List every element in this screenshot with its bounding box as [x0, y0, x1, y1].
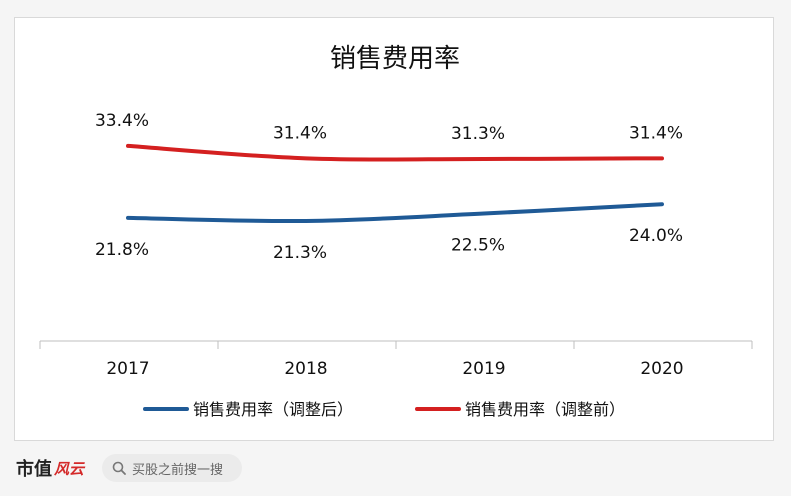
data-label-s0-2020: 24.0%: [629, 226, 683, 246]
line-chart: 销售费用率 2017 2018 2019 2020 21.8% 21.3% 22.5% 24…: [39, 44, 753, 419]
footer-bar: 市值 风云 买股之前搜一搜: [0, 441, 791, 496]
data-label-s0-2017: 21.8%: [95, 240, 149, 260]
chart-frame: 销售费用率 2017 2018 2019 2020 21.8% 21.3% 22.5% 24…: [14, 17, 774, 441]
x-tick-label-2019: 2019: [462, 359, 505, 379]
x-tick-label-2017: 2017: [106, 359, 149, 379]
series-line-1: [126, 143, 664, 162]
data-label-s0-2018: 21.3%: [273, 243, 327, 263]
x-axis-ticks: [39, 341, 753, 349]
data-labels: 21.8% 21.3% 22.5% 24.0% 33.4% 31.4% 31.3% 31.4%: [95, 111, 683, 263]
chart-title: 销售费用率: [330, 44, 460, 74]
x-axis-tick-labels: 2017 2018 2019 2020: [106, 359, 683, 379]
data-label-s1-2020: 31.4%: [629, 123, 683, 143]
series-lines: [126, 143, 664, 224]
series-line-0: [126, 202, 664, 224]
brand-logo[interactable]: 市值 风云: [16, 455, 84, 481]
data-label-s0-2019: 22.5%: [451, 236, 505, 256]
data-label-s1-2019: 31.3%: [451, 124, 505, 144]
data-label-s1-2017: 33.4%: [95, 111, 149, 131]
brand-logo-text: 市值: [16, 459, 52, 480]
search-icon: [112, 461, 126, 475]
x-tick-label-2020: 2020: [640, 359, 683, 379]
data-label-s1-2018: 31.4%: [273, 123, 327, 143]
search-box[interactable]: 买股之前搜一搜: [102, 454, 242, 482]
brand-logo-mark: 风云: [54, 459, 85, 478]
legend-label-1: 销售费用率（调整前）: [465, 400, 625, 419]
x-tick-label-2018: 2018: [284, 359, 327, 379]
legend-label-0: 销售费用率（调整后）: [193, 400, 353, 419]
legend: 销售费用率（调整后） 销售费用率（调整前）: [143, 400, 625, 419]
search-placeholder: 买股之前搜一搜: [132, 462, 224, 478]
